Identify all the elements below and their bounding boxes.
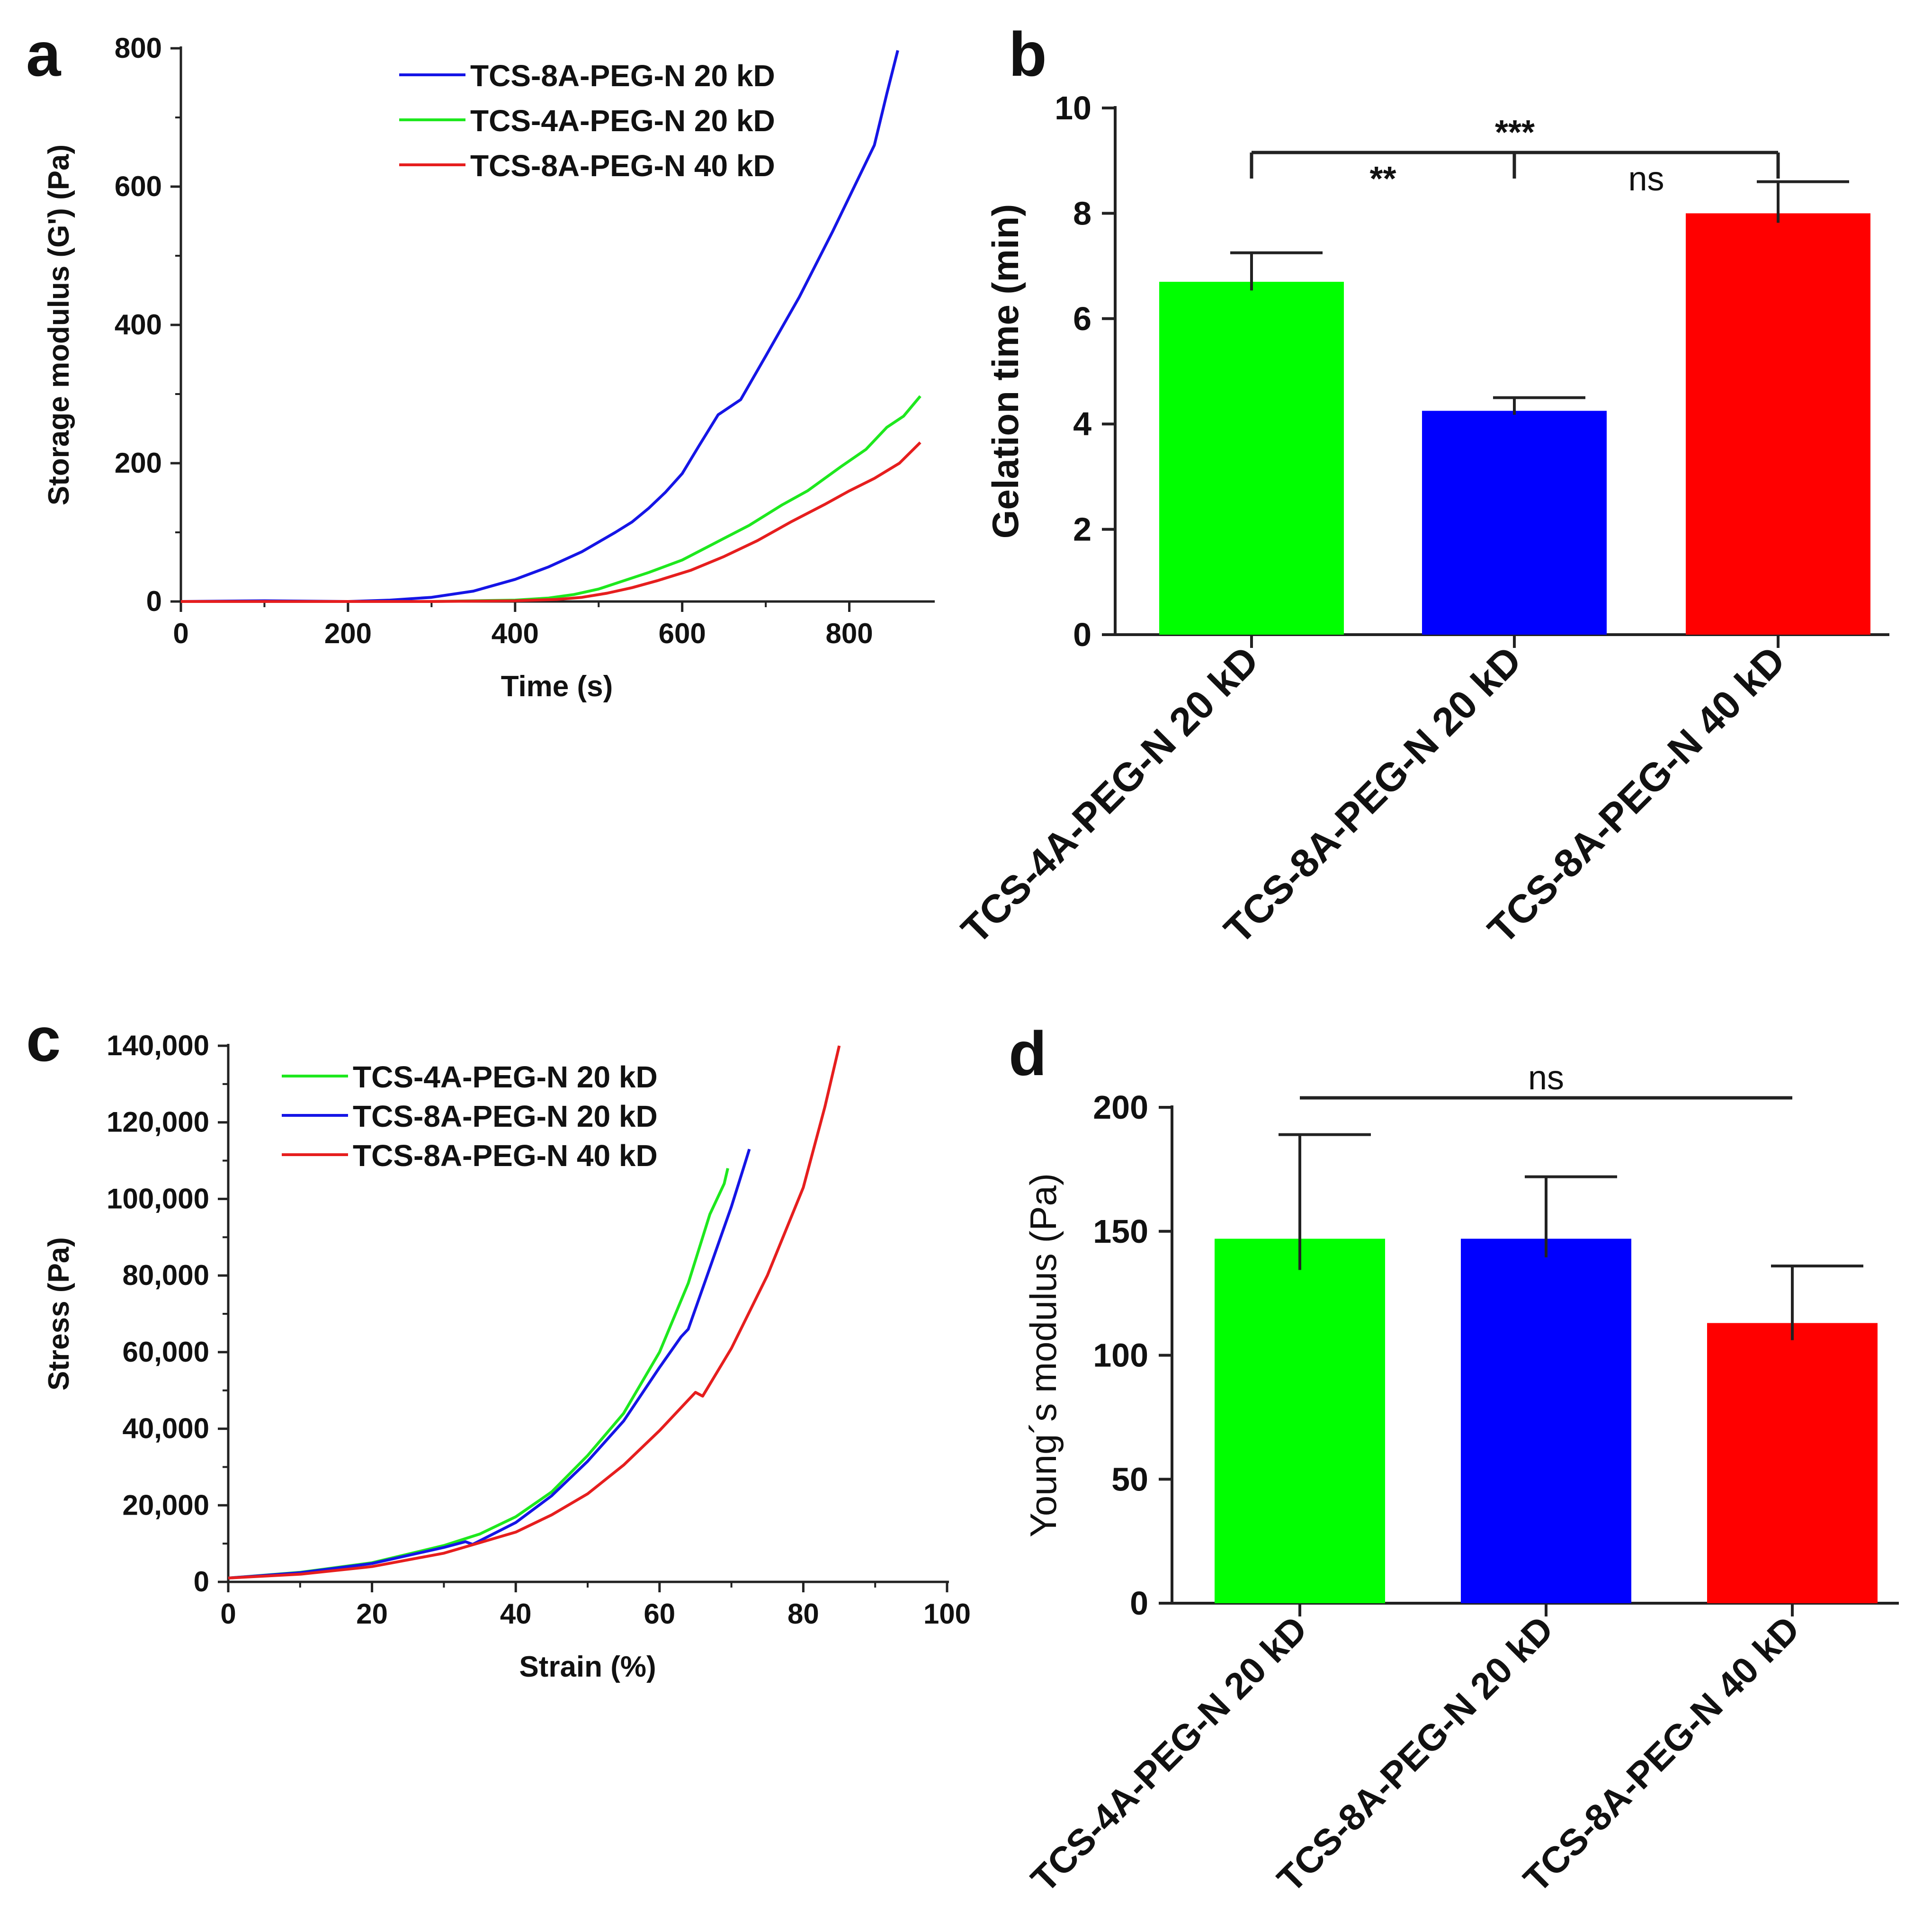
line-chart-a: a 0 200 400 600 800 0 200 400 600 800 Time (s) Stora… (26, 19, 935, 703)
x-tick-label: 200 (324, 618, 372, 649)
bar-chart-d: d 0 50 100 150 200 Young´s modulus (Pa) TCS-4A-… (1009, 1019, 1899, 1900)
y-tick-label: 200 (1093, 1089, 1148, 1126)
x-axis-label: Time (s) (501, 670, 613, 703)
x-axis-label: Strain (%) (519, 1651, 656, 1683)
y-tick-label: 10 (1055, 90, 1091, 126)
y-tick-label: 6 (1073, 300, 1091, 337)
line-chart-c: c 0 20,000 40,000 60,000 80,000 100,000 120,000… (26, 1005, 971, 1683)
y-axis-label: Young´s modulus (Pa) (1022, 1173, 1064, 1537)
y-tick-label: 120,000 (107, 1106, 209, 1138)
y-tick-label: 600 (115, 171, 162, 202)
y-tick-label: 200 (115, 447, 162, 479)
series-line-2 (228, 1149, 751, 1580)
panel-label: d (1009, 1019, 1047, 1088)
panel-label: b (1009, 19, 1047, 89)
x-tick-label: 600 (659, 618, 706, 649)
y-tick-label: 60,000 (122, 1336, 209, 1368)
series-line-1 (228, 1168, 729, 1580)
bar (1707, 1323, 1878, 1603)
bar-chart-b: b 0 2 4 6 8 10 Gelation time (min) TCS-4A-PEG-N … (953, 19, 1889, 952)
y-tick-label: 0 (1073, 616, 1091, 653)
legend-entry: TCS-8A-PEG-N 40 kD (470, 149, 775, 183)
series-line-3 (228, 1045, 841, 1580)
y-tick-label: 0 (1130, 1585, 1148, 1622)
significance-label: ** (1369, 160, 1396, 198)
x-tick-label: 60 (644, 1598, 675, 1630)
x-category-label: TCS-8A-PEG-N 20 kD (1216, 637, 1530, 952)
y-tick-label: 140,000 (107, 1030, 209, 1061)
y-tick-label: 400 (115, 309, 162, 341)
x-category-label: TCS-8A-PEG-N 20 kD (1269, 1608, 1561, 1900)
y-tick-label: 8 (1073, 195, 1091, 232)
x-tick-label: 80 (787, 1598, 819, 1630)
y-tick-label: 0 (146, 585, 162, 617)
legend-entry: TCS-8A-PEG-N 20 kD (353, 1099, 658, 1133)
y-tick-label: 150 (1093, 1213, 1148, 1250)
x-tick-label: 100 (923, 1598, 971, 1630)
bar (1159, 281, 1344, 635)
bar (1686, 213, 1870, 635)
y-tick-label: 40,000 (122, 1413, 209, 1445)
panel-label: a (26, 19, 62, 89)
legend-entry: TCS-4A-PEG-N 20 kD (353, 1060, 658, 1094)
y-tick-label: 2 (1073, 511, 1091, 548)
y-axis-label: Storage modulus (G') (Pa) (43, 144, 75, 505)
y-tick-label: 100,000 (107, 1183, 209, 1214)
significance-label: ns (1628, 160, 1664, 198)
y-tick-label: 100 (1093, 1337, 1148, 1374)
x-tick-label: 800 (826, 618, 873, 649)
significance-label: *** (1495, 114, 1535, 152)
x-category-label: TCS-4A-PEG-N 20 kD (953, 637, 1267, 952)
legend-entry: TCS-4A-PEG-N 20 kD (470, 104, 775, 138)
y-tick-label: 800 (115, 32, 162, 64)
legend-entry: TCS-8A-PEG-N 40 kD (353, 1139, 658, 1173)
series-line-1 (180, 50, 899, 603)
x-category-label: TCS-4A-PEG-N 20 kD (1023, 1608, 1315, 1900)
series-line-2 (181, 395, 921, 603)
y-axis-label: Stress (Pa) (43, 1237, 75, 1391)
y-tick-label: 50 (1111, 1461, 1148, 1498)
y-tick-label: 4 (1073, 405, 1091, 442)
significance-label: ns (1528, 1059, 1564, 1097)
legend-entry: TCS-8A-PEG-N 20 kD (470, 59, 775, 93)
x-tick-label: 40 (500, 1598, 532, 1630)
x-tick-label: 0 (220, 1598, 236, 1630)
bar (1461, 1239, 1631, 1603)
x-tick-label: 0 (173, 618, 188, 649)
x-tick-label: 20 (356, 1598, 388, 1630)
y-tick-label: 20,000 (122, 1489, 209, 1521)
x-tick-label: 400 (492, 618, 539, 649)
y-tick-label: 80,000 (122, 1259, 209, 1291)
panel-label: c (26, 1005, 61, 1074)
series-line-3 (181, 441, 921, 603)
x-category-label: TCS-8A-PEG-N 40 kD (1479, 637, 1794, 952)
x-category-label: TCS-8A-PEG-N 40 kD (1515, 1608, 1807, 1900)
bar (1422, 411, 1607, 635)
y-axis-label: Gelation time (min) (984, 204, 1026, 539)
y-tick-label: 0 (194, 1566, 209, 1598)
bar (1215, 1239, 1385, 1603)
